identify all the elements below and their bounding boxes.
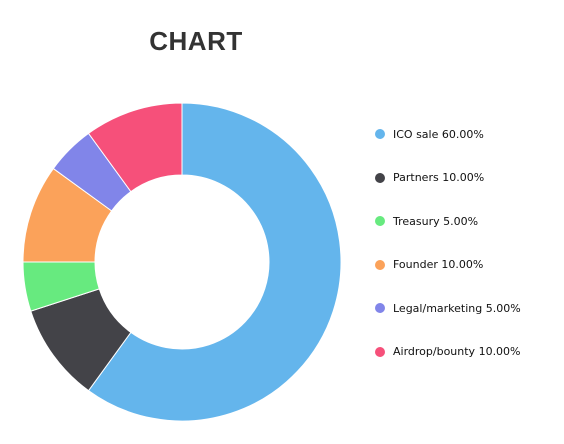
- legend-item-ico-sale[interactable]: ICO sale 60.00%: [375, 124, 521, 144]
- legend-label: Airdrop/bounty 10.00%: [393, 345, 521, 359]
- chart-legend: ICO sale 60.00% Partners 10.00% Treasury 5…: [375, 124, 521, 386]
- legend-item-legal-marketing[interactable]: Legal/marketing 5.00%: [375, 298, 521, 318]
- donut-chart: [22, 102, 342, 422]
- legend-item-founder[interactable]: Founder 10.00%: [375, 255, 521, 275]
- donut-slice-airdrop-bounty[interactable]: [87, 102, 183, 193]
- legend-label: Partners 10.00%: [393, 171, 485, 185]
- legend-label: ICO sale 60.00%: [393, 127, 484, 141]
- legend-swatch: [375, 303, 385, 314]
- legend-item-airdrop-bounty[interactable]: Airdrop/bounty 10.00%: [375, 342, 521, 362]
- legend-label: Founder 10.00%: [393, 258, 484, 272]
- legend-swatch: [375, 259, 385, 270]
- legend-item-partners[interactable]: Partners 10.00%: [375, 168, 521, 188]
- legend-swatch: [375, 346, 385, 357]
- legend-label: Legal/marketing 5.00%: [393, 301, 521, 315]
- legend-item-treasury[interactable]: Treasury 5.00%: [375, 211, 521, 231]
- chart-title: CHART: [149, 26, 243, 56]
- legend-label: Treasury 5.00%: [393, 214, 479, 228]
- legend-swatch: [375, 129, 385, 139]
- legend-swatch: [375, 172, 385, 183]
- donut-slice-ico-sale[interactable]: [87, 102, 342, 422]
- legend-swatch: [375, 216, 385, 227]
